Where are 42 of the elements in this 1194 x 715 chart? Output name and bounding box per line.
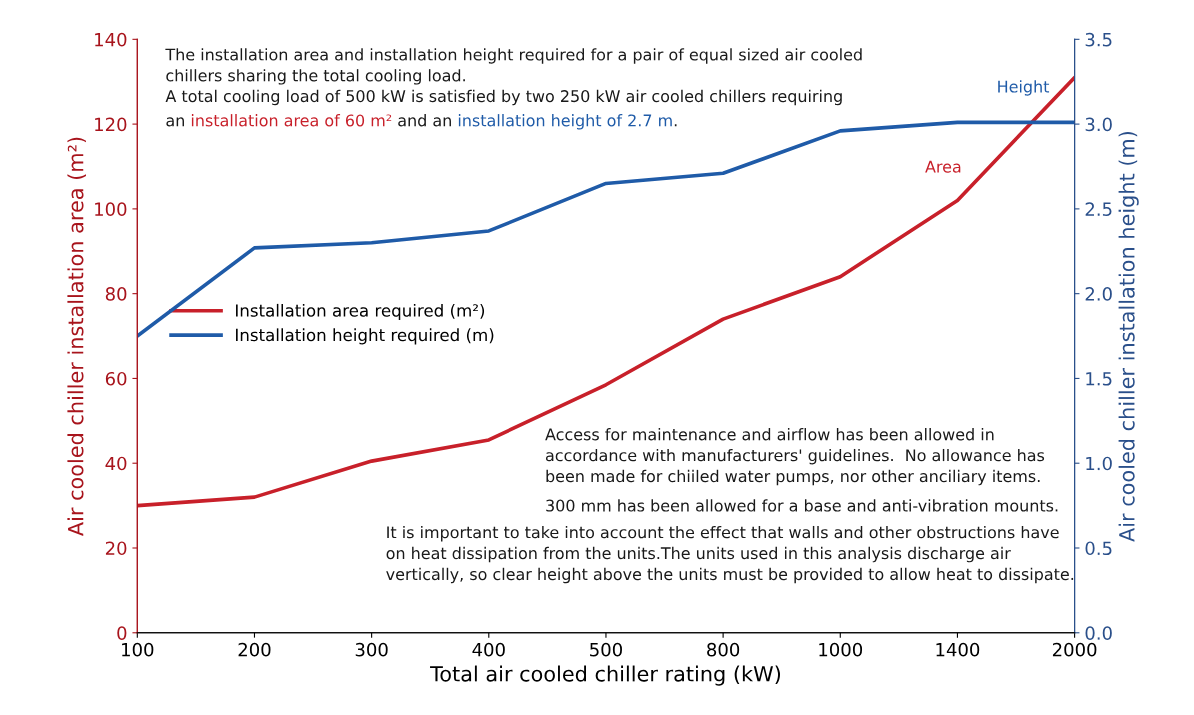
annotation: Area xyxy=(925,160,961,173)
y-tick-label: 0 xyxy=(117,626,127,640)
x-tick-label: 1000 xyxy=(819,642,863,657)
y2-axis-title: Air cooled chiller installation height (m) xyxy=(1118,131,1139,542)
x-tick-label: 200 xyxy=(238,642,271,657)
y-tick-label: 60 xyxy=(105,371,127,386)
annotation: 300 mm has been allowed for a base and anti-vibration mounts. xyxy=(546,499,1058,512)
x-tick-label: 500 xyxy=(590,642,622,657)
annotation: A total cooling load of 500 kW is satisfied by two 250 kW air cooled chillers requiring xyxy=(165,89,842,106)
x-tick-label: 800 xyxy=(707,642,740,657)
y2-tick-label: 0.0 xyxy=(1085,626,1112,640)
y2-tick-label: 0.5 xyxy=(1085,541,1112,556)
annotation: and an xyxy=(398,114,451,127)
x-tick-label: 1400 xyxy=(936,642,980,657)
annotation: Access for maintenance and airflow has been allowed in accordance with manufacturers' guidelines. No allowance has been made for chiiled water pumps, nor other anciliary items. xyxy=(545,428,1045,486)
x-tick-label: 2000 xyxy=(1052,642,1097,657)
x-axis-title: Total air cooled chiller rating (kW) xyxy=(430,665,781,686)
x-tick-label: 100 xyxy=(122,642,154,657)
annotation: Height xyxy=(998,80,1050,96)
y-tick-label: 100 xyxy=(95,202,127,216)
annotation: The installation area and installation height required for a pair of equal sized air cooled chillers sharing the total cooling load. xyxy=(165,48,862,85)
x-tick-label: 300 xyxy=(355,642,388,657)
annotation: . xyxy=(674,124,677,127)
y-axis-title: Air cooled chiller installation area (m²) xyxy=(67,137,86,537)
x-tick-label: 400 xyxy=(472,642,505,657)
y2-tick-label: 1.5 xyxy=(1086,372,1112,386)
annotation: an xyxy=(166,117,184,127)
annotation: It is important to take into account the effect that walls and other obstructions have on heat dissipation from the units.The units used in this analysis discharge air vertically, so clear height above the units must be provided to allow heat to dissipate. xyxy=(386,525,1074,584)
legend-label: Installation area required (m²) xyxy=(236,303,485,321)
y2-tick-label: 2.5 xyxy=(1085,202,1112,216)
y-tick-label: 20 xyxy=(105,541,127,556)
annotation: installation height of 2.7 m xyxy=(458,114,672,130)
y2-tick-label: 1.0 xyxy=(1086,456,1112,471)
y-tick-label: 40 xyxy=(105,456,127,471)
legend-label: Installation height required (m) xyxy=(236,328,494,345)
y-tick-label: 140 xyxy=(95,32,127,47)
y2-tick-label: 2.0 xyxy=(1085,287,1112,301)
y2-tick-label: 3.5 xyxy=(1085,32,1112,47)
y-tick-label: 120 xyxy=(95,117,127,132)
y-tick-label: 80 xyxy=(105,287,127,301)
y2-tick-label: 3.0 xyxy=(1085,117,1112,132)
annotation: installation area of 60 m² xyxy=(191,114,392,127)
